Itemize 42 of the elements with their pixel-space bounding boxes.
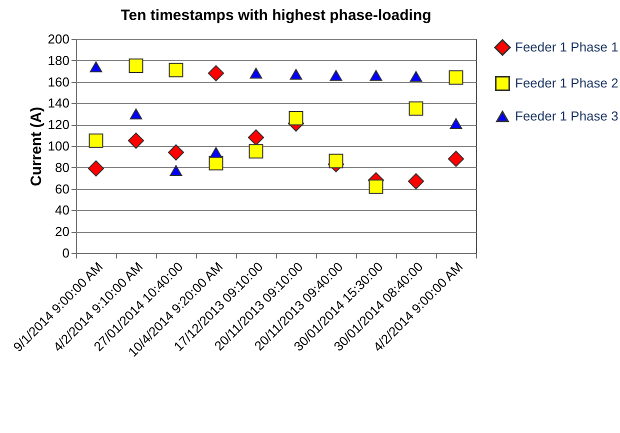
y-tick-label: 200 [48, 32, 70, 46]
legend-label: Feeder 1 Phase 2 [515, 76, 618, 90]
point [88, 160, 104, 177]
y-axis-title: Current (A) [28, 106, 45, 186]
point [290, 68, 302, 80]
point [210, 146, 222, 158]
y-tick-label: 60 [55, 181, 70, 196]
point [330, 70, 342, 81]
y-tick-label: 0 [62, 246, 70, 260]
chart-title: Ten timestamps with highest phase-loading [120, 7, 432, 24]
point [128, 58, 144, 73]
point [130, 108, 142, 120]
y-tick-label: 100 [48, 138, 70, 154]
point [450, 118, 462, 129]
point [368, 179, 384, 194]
point [370, 70, 382, 81]
y-tick-label: 40 [55, 202, 70, 218]
y-tick-label: 140 [48, 96, 70, 111]
point [248, 144, 264, 159]
point [448, 150, 464, 167]
y-tick-label: 80 [55, 160, 70, 175]
y-tick-label: 20 [55, 224, 70, 240]
y-tick-label: 120 [48, 117, 70, 132]
point [448, 70, 464, 85]
point [410, 71, 422, 82]
point [208, 65, 224, 82]
point [288, 110, 304, 126]
point [88, 133, 104, 148]
legend-label: Feeder 1 Phase 3 [515, 108, 618, 124]
y-tick-label: 180 [48, 52, 70, 68]
point [408, 173, 424, 190]
y-tick-label: 160 [48, 74, 70, 90]
point [128, 132, 144, 149]
point [408, 101, 424, 116]
point [248, 129, 264, 146]
point [168, 62, 184, 78]
point [250, 68, 262, 79]
point [170, 165, 182, 176]
point [168, 144, 184, 161]
legend-label: Feeder 1 Phase 1 [515, 40, 618, 54]
point [90, 61, 102, 72]
point [328, 154, 344, 168]
